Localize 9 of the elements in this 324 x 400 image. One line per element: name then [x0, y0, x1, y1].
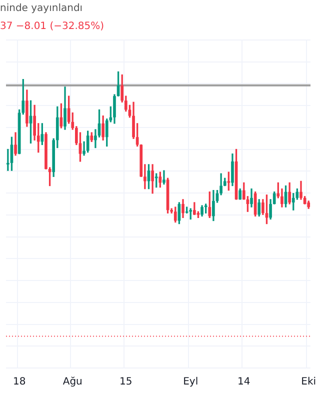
candlestick: [162, 170, 166, 185]
x-tick-label: 18: [12, 376, 26, 388]
x-tick-label: Eki: [301, 376, 316, 388]
x-tick-label: Ağu: [62, 376, 82, 388]
text: 37 −8.01 (−32.85%): [0, 21, 104, 32]
x-tick-label: 14: [238, 376, 250, 388]
x-tick-label: Eyl: [183, 376, 198, 388]
x-tick-label: 15: [120, 376, 132, 388]
text: ninde yayınlandı: [0, 3, 83, 14]
